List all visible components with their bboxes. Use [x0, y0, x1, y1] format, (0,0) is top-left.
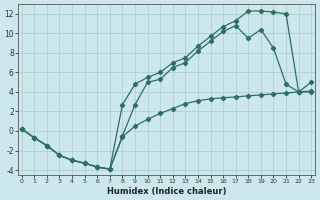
X-axis label: Humidex (Indice chaleur): Humidex (Indice chaleur)	[107, 187, 226, 196]
